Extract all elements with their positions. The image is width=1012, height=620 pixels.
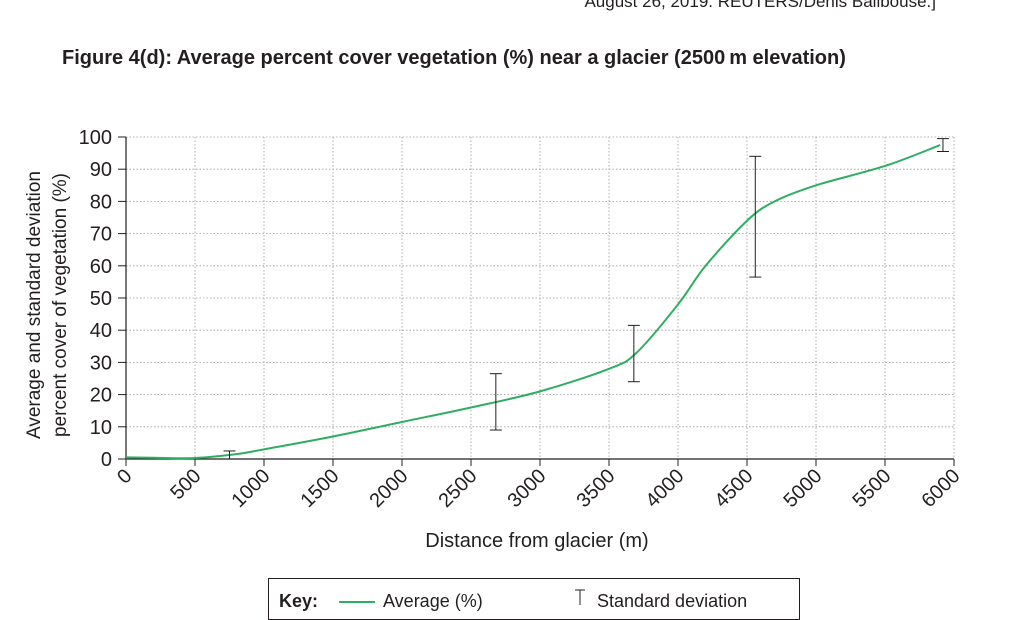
x-tick-label: 3500 <box>573 465 620 512</box>
x-axis-label: Distance from glacier (m) <box>425 530 648 552</box>
x-tick-label: 6000 <box>918 465 965 512</box>
x-tick-label: 0 <box>113 465 136 488</box>
y-axis-label-line1: Average and standard deviation <box>24 171 45 439</box>
x-tick-label: 4000 <box>642 465 689 512</box>
y-tick-label: 30 <box>90 352 112 374</box>
y-tick-label: 100 <box>79 127 112 149</box>
grid-lines <box>126 136 955 459</box>
y-tick-label: 0 <box>101 449 112 471</box>
series-layer <box>125 144 941 460</box>
y-tick-label: 60 <box>90 256 112 278</box>
y-axis-label-line2: percent cover of vegetation (%) <box>50 173 71 437</box>
x-tick-label: 5000 <box>780 465 827 512</box>
y-tick-label: 70 <box>90 224 112 246</box>
x-tick-label: 5500 <box>849 465 896 512</box>
x-tick-label: 1000 <box>228 465 275 512</box>
legend-sd-label: Standard deviation <box>597 591 748 611</box>
error-bar <box>749 155 762 278</box>
error-bar <box>627 324 640 383</box>
error-bar <box>489 373 502 431</box>
figure-title: Figure 4(d): Average percent cover veget… <box>62 47 846 69</box>
x-tick-label: 2000 <box>366 465 413 512</box>
y-tick-label: 90 <box>90 159 112 181</box>
y-tick-label: 50 <box>90 288 112 310</box>
y-tick-label: 10 <box>90 417 112 439</box>
x-tick-label: 4500 <box>711 465 758 512</box>
x-tick-label: 2500 <box>435 465 482 512</box>
error-bar <box>223 450 236 460</box>
x-tick-label: 500 <box>166 465 205 504</box>
x-tick-label: 3000 <box>504 465 551 512</box>
legend-key-label: Key: <box>279 591 319 611</box>
legend-error-bar-icon <box>575 589 585 605</box>
legend-average-label: Average (%) <box>383 591 483 611</box>
source-caption: August 26, 2019. REUTERS/Denis Balibouse… <box>584 0 936 11</box>
axes <box>118 136 955 466</box>
legend-box: Key: Average (%) Standard deviation <box>268 578 800 620</box>
x-tick-label: 1500 <box>297 465 344 512</box>
y-tick-label: 40 <box>90 320 112 342</box>
error-bars <box>223 138 949 460</box>
error-bar <box>936 138 949 152</box>
y-tick-label: 80 <box>90 191 112 213</box>
series-line-average <box>125 144 941 460</box>
y-tick-label: 20 <box>90 385 112 407</box>
legend-average-swatch <box>339 601 375 603</box>
